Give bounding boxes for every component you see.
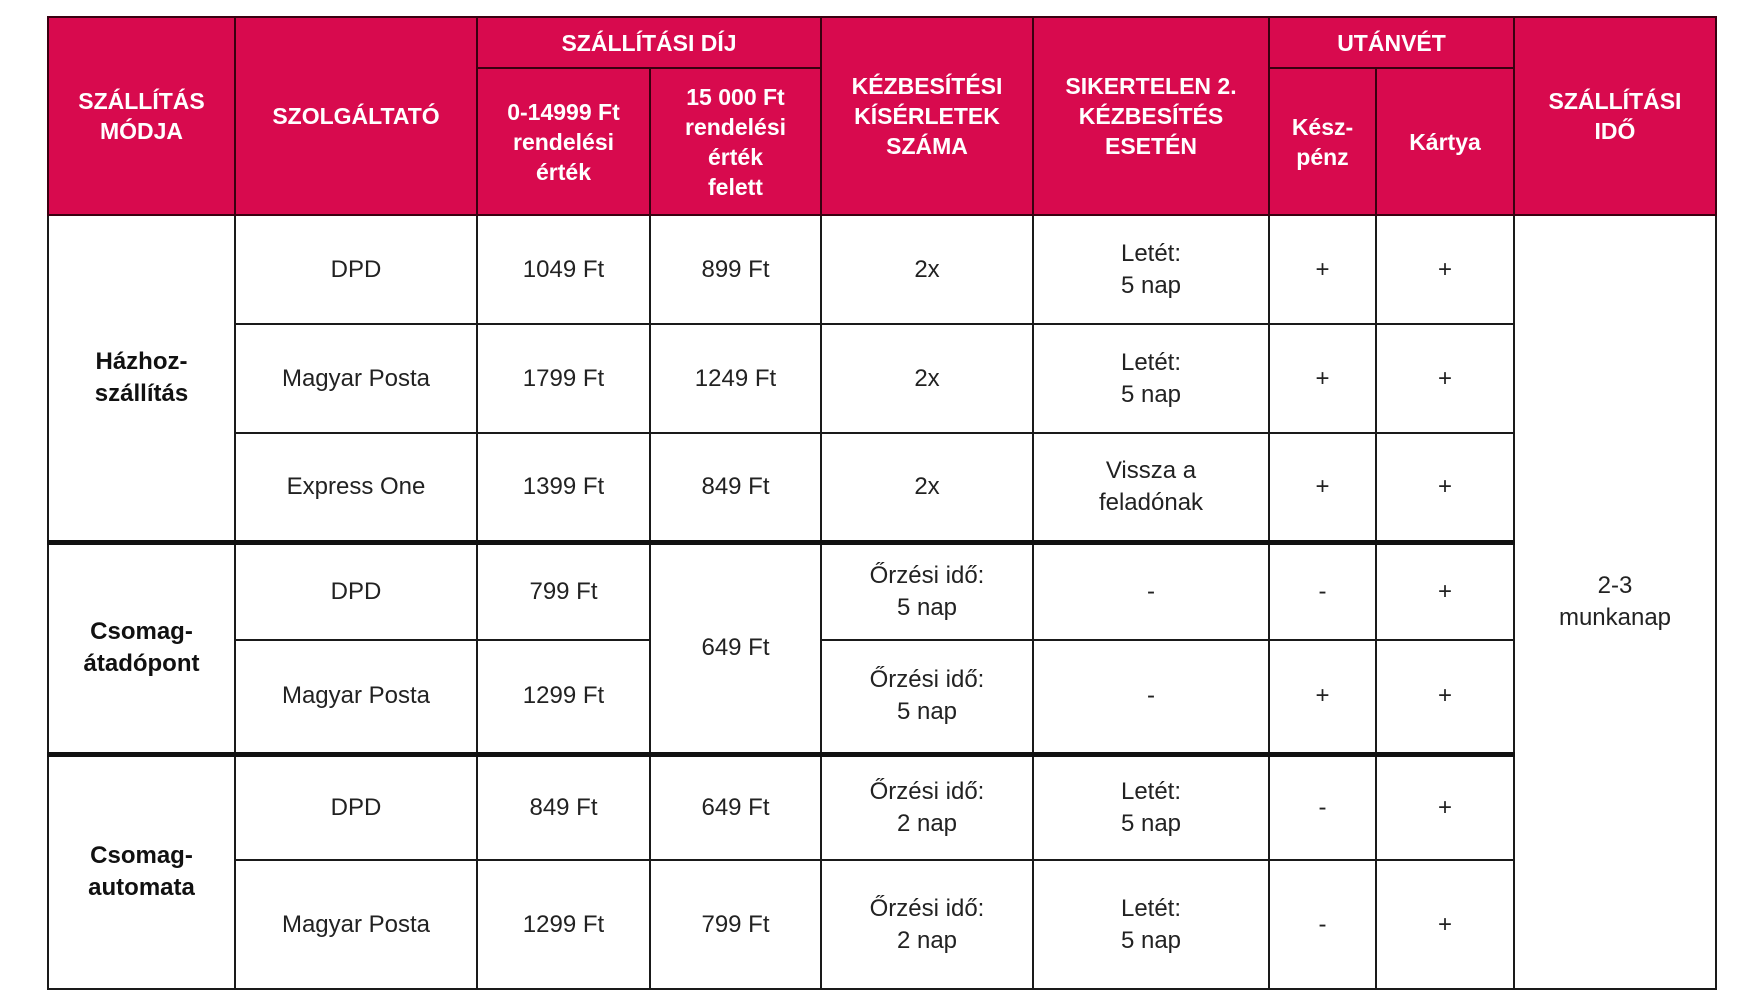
provider: DPD xyxy=(234,751,478,861)
provider: Magyar Posta xyxy=(234,323,478,434)
failed-delivery: - xyxy=(1032,639,1270,755)
delivery-attempts: Őrzési idő: 2 nap xyxy=(820,859,1034,990)
delivery-time: 2-3 munkanap xyxy=(1513,214,1717,990)
fee-low: 799 Ft xyxy=(476,539,651,641)
delivery-attempts: 2x xyxy=(820,214,1034,325)
fee-high: 1249 Ft xyxy=(649,323,822,434)
table-row: Csomag- automata DPD 849 Ft 649 Ft Őrzési id… xyxy=(47,751,1716,990)
header-row: SZÁLLÍTÁS MÓDJA SZOLGÁLTATÓ SZÁLLÍTÁSI D… xyxy=(47,16,1717,216)
fee-high: 849 Ft xyxy=(649,432,822,543)
fee-low: 1299 Ft xyxy=(476,639,651,755)
header-mode: SZÁLLÍTÁS MÓDJA xyxy=(47,16,236,216)
failed-delivery: Letét: 5 nap xyxy=(1032,751,1270,861)
table-row: Magyar Posta 1299 Ft Őrzési idő: 5 nap - + + xyxy=(48,639,1716,755)
failed-delivery: Letét: 5 nap xyxy=(1032,214,1270,325)
cod-cash: - xyxy=(1268,859,1377,990)
provider: DPD xyxy=(234,539,478,641)
shipping-table: SZÁLLÍTÁS MÓDJA SZOLGÁLTATÓ SZÁLLÍTÁSI D… xyxy=(47,16,1717,990)
failed-delivery: - xyxy=(1032,539,1270,641)
provider: Express One xyxy=(234,432,478,543)
header-card: Kártya xyxy=(1375,67,1515,216)
cod-cash: - xyxy=(1268,539,1377,641)
cod-card: + xyxy=(1375,751,1515,861)
fee-high: 799 Ft xyxy=(649,859,822,990)
delivery-attempts: Őrzési idő: 2 nap xyxy=(820,751,1034,861)
cod-card: + xyxy=(1375,539,1515,641)
cod-cash: + xyxy=(1268,432,1377,543)
table-row: Házhoz- szállítás DPD 1049 Ft 899 Ft 2x Letét… xyxy=(47,214,1717,990)
header-time: SZÁLLÍTÁSI IDŐ xyxy=(1513,16,1717,216)
header-cash: Kész- pénz xyxy=(1268,67,1377,216)
delivery-attempts: 2x xyxy=(820,432,1034,543)
cod-card: + xyxy=(1375,214,1515,325)
fee-high: 899 Ft xyxy=(649,214,822,325)
cod-card: + xyxy=(1375,323,1515,434)
header-attempts: KÉZBESÍTÉSI KÍSÉRLETEK SZÁMA xyxy=(820,16,1034,216)
fee-low: 1799 Ft xyxy=(476,323,651,434)
header-cod: UTÁNVÉT xyxy=(1268,16,1515,69)
cod-card: + xyxy=(1375,859,1515,990)
delivery-mode: Házhoz- szállítás xyxy=(47,214,236,543)
table-row: Csomag- átadópont DPD 799 Ft 649 Ft Őrzési i… xyxy=(47,539,1716,755)
table-row: Magyar Posta 1299 Ft 799 Ft Őrzési idő: 2 n… xyxy=(48,859,1716,990)
table-row: Express One 1399 Ft 849 Ft 2x Vissza a felad… xyxy=(48,432,1716,543)
cod-cash: + xyxy=(1268,214,1377,325)
failed-delivery: Letét: 5 nap xyxy=(1032,859,1270,990)
fee-high: 649 Ft xyxy=(649,751,822,861)
delivery-attempts: Őrzési idő: 5 nap xyxy=(820,539,1034,641)
fee-low: 1299 Ft xyxy=(476,859,651,990)
header-fee: SZÁLLÍTÁSI DÍJ xyxy=(476,16,822,69)
delivery-attempts: 2x xyxy=(820,323,1034,434)
delivery-mode: Csomag- átadópont xyxy=(47,539,236,755)
table-row: Magyar Posta 1799 Ft 1249 Ft 2x Letét: 5 nap… xyxy=(48,323,1716,434)
header-fee-high: 15 000 Ft rendelési érték felett xyxy=(649,67,822,216)
provider: DPD xyxy=(234,214,478,325)
cod-cash: + xyxy=(1268,323,1377,434)
delivery-attempts: Őrzési idő: 5 nap xyxy=(820,639,1034,755)
header-provider: SZOLGÁLTATÓ xyxy=(234,16,478,216)
failed-delivery: Vissza a feladónak xyxy=(1032,432,1270,543)
cod-card: + xyxy=(1375,639,1515,755)
provider: Magyar Posta xyxy=(234,859,478,990)
delivery-mode: Csomag- automata xyxy=(47,751,236,990)
provider: Magyar Posta xyxy=(234,639,478,755)
header-failed: SIKERTELEN 2. KÉZBESÍTÉS ESETÉN xyxy=(1032,16,1270,216)
cod-card: + xyxy=(1375,432,1515,543)
fee-low: 849 Ft xyxy=(476,751,651,861)
fee-low: 1049 Ft xyxy=(476,214,651,325)
header-fee-low: 0-14999 Ft rendelési érték xyxy=(476,67,651,216)
cod-cash: + xyxy=(1268,639,1377,755)
cod-cash: - xyxy=(1268,751,1377,861)
failed-delivery: Letét: 5 nap xyxy=(1032,323,1270,434)
fee-low: 1399 Ft xyxy=(476,432,651,543)
header-subrow: 0-14999 Ft rendelési érték 15 000 Ft ren… xyxy=(48,67,1716,216)
fee-high: 649 Ft xyxy=(649,539,822,755)
